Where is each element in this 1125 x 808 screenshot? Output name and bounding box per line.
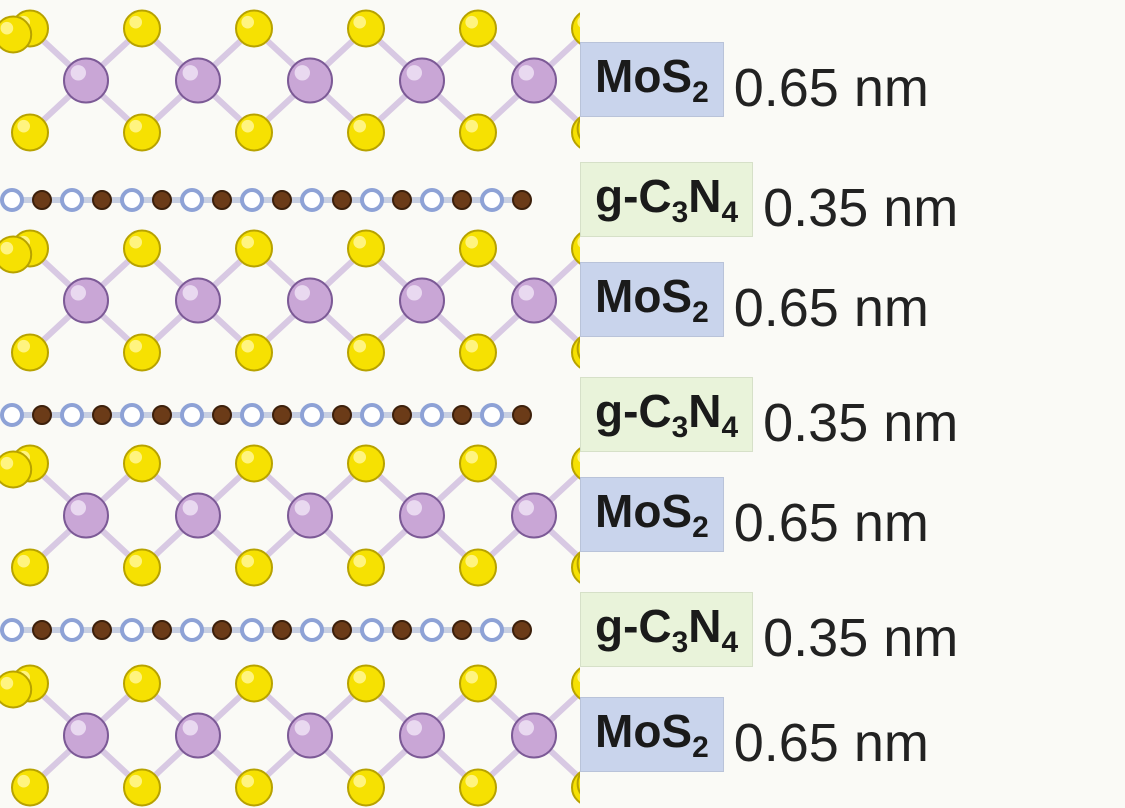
gc3n4-badge: g-C3N4 [580, 162, 753, 237]
label-column: MoS20.65 nmg-C3N40.35 nmMoS20.65 nmg-C3N… [580, 0, 1125, 801]
gc3n4-badge: g-C3N4 [580, 377, 753, 452]
mos2-layer-structure [0, 443, 580, 588]
mos2-layer-structure [0, 8, 580, 153]
gc3n4-layer-structure [0, 400, 580, 430]
structure-column [0, 0, 580, 801]
layered-heterostructure-figure: MoS20.65 nmg-C3N40.35 nmMoS20.65 nmg-C3N… [0, 0, 1125, 801]
mos2-badge: MoS2 [580, 477, 724, 552]
mos2-badge: MoS2 [580, 42, 724, 117]
layer-label-row: g-C3N40.35 nm [580, 592, 1125, 669]
layer-thickness: 0.65 nm [734, 57, 929, 119]
mos2-badge: MoS2 [580, 262, 724, 337]
gc3n4-layer-structure [0, 615, 580, 645]
layer-thickness: 0.35 nm [763, 177, 958, 239]
gc3n4-layer-structure [0, 185, 580, 215]
layer-thickness: 0.65 nm [734, 492, 929, 554]
layer-label-row: MoS20.65 nm [580, 42, 1125, 119]
layer-label-row: g-C3N40.35 nm [580, 377, 1125, 454]
layer-thickness: 0.35 nm [763, 607, 958, 669]
gc3n4-badge: g-C3N4 [580, 592, 753, 667]
mos2-badge: MoS2 [580, 697, 724, 772]
layer-label-row: MoS20.65 nm [580, 262, 1125, 339]
layer-label-row: MoS20.65 nm [580, 477, 1125, 554]
layer-thickness: 0.35 nm [763, 392, 958, 454]
layer-thickness: 0.65 nm [734, 712, 929, 774]
layer-label-row: g-C3N40.35 nm [580, 162, 1125, 239]
mos2-layer-structure [0, 228, 580, 373]
mos2-layer-structure [0, 663, 580, 808]
layer-label-row: MoS20.65 nm [580, 697, 1125, 774]
layer-thickness: 0.65 nm [734, 277, 929, 339]
